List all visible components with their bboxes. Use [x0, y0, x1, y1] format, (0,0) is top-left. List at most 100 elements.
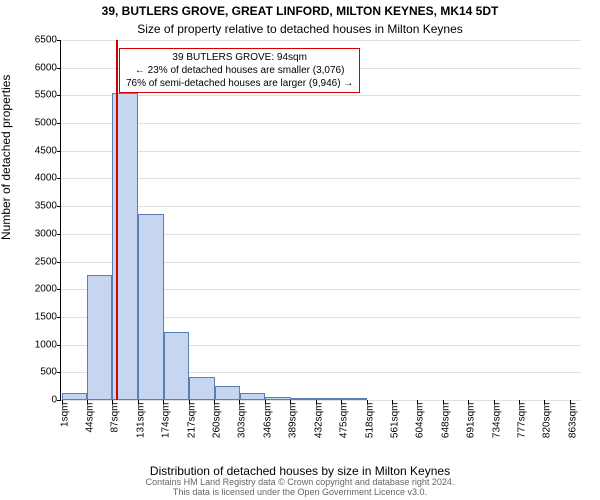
y-tick-mark: [57, 372, 61, 373]
gridline: [61, 206, 581, 207]
x-tick-label: 217sqm: [186, 403, 197, 439]
histogram-bar: [316, 398, 341, 400]
x-tick-label: 1sqm: [59, 403, 70, 427]
x-tick-label: 131sqm: [135, 403, 146, 439]
x-tick-mark: [214, 400, 215, 404]
y-tick-label: 5500: [23, 90, 57, 101]
annotation-line-1: 39 BUTLERS GROVE: 94sqm: [172, 52, 307, 63]
chart-title: 39, BUTLERS GROVE, GREAT LINFORD, MILTON…: [0, 4, 600, 18]
x-tick-mark: [87, 400, 88, 404]
property-annotation: 39 BUTLERS GROVE: 94sqm ← 23% of detached…: [119, 48, 360, 93]
property-size-figure: 39, BUTLERS GROVE, GREAT LINFORD, MILTON…: [0, 0, 600, 500]
y-tick-mark: [57, 178, 61, 179]
x-tick-mark: [392, 400, 393, 404]
histogram-bar: [265, 397, 290, 400]
y-tick-mark: [57, 123, 61, 124]
y-tick-mark: [57, 317, 61, 318]
x-tick-label: 87sqm: [110, 403, 121, 433]
histogram-bar: [164, 332, 189, 400]
x-tick-mark: [265, 400, 266, 404]
x-tick-mark: [290, 400, 291, 404]
x-tick-mark: [417, 400, 418, 404]
y-tick-label: 5000: [23, 118, 57, 129]
x-tick-mark: [544, 400, 545, 404]
y-tick-label: 3000: [23, 228, 57, 239]
y-tick-mark: [57, 400, 61, 401]
x-tick-label: 174sqm: [161, 403, 172, 439]
x-tick-mark: [367, 400, 368, 404]
footer-line-1: Contains HM Land Registry data © Crown c…: [146, 477, 455, 487]
x-tick-mark: [341, 400, 342, 404]
y-tick-mark: [57, 68, 61, 69]
x-tick-mark: [62, 400, 63, 404]
y-tick-label: 6500: [23, 35, 57, 46]
y-tick-label: 4500: [23, 145, 57, 156]
chart-subtitle: Size of property relative to detached ho…: [0, 22, 600, 36]
x-tick-label: 44sqm: [85, 403, 96, 433]
y-tick-mark: [57, 151, 61, 152]
x-tick-label: 260sqm: [212, 403, 223, 439]
y-tick-label: 2500: [23, 256, 57, 267]
x-tick-mark: [316, 400, 317, 404]
x-tick-label: 691sqm: [466, 403, 477, 439]
x-tick-label: 561sqm: [389, 403, 400, 439]
y-tick-label: 1000: [23, 339, 57, 350]
x-tick-label: 346sqm: [262, 403, 273, 439]
y-tick-mark: [57, 262, 61, 263]
gridline: [61, 95, 581, 96]
y-tick-mark: [57, 95, 61, 96]
footer-line-2: This data is licensed under the Open Gov…: [173, 487, 427, 497]
histogram-bar: [291, 398, 316, 400]
x-tick-label: 303sqm: [237, 403, 248, 439]
y-tick-label: 6000: [23, 62, 57, 73]
gridline: [61, 151, 581, 152]
x-tick-label: 518sqm: [364, 403, 375, 439]
x-tick-label: 648sqm: [440, 403, 451, 439]
x-tick-mark: [519, 400, 520, 404]
y-tick-mark: [57, 40, 61, 41]
histogram-bar: [138, 214, 163, 400]
x-tick-mark: [239, 400, 240, 404]
gridline: [61, 178, 581, 179]
y-tick-mark: [57, 234, 61, 235]
x-tick-label: 820sqm: [542, 403, 553, 439]
x-tick-mark: [468, 400, 469, 404]
histogram-bar: [342, 398, 367, 400]
histogram-bar: [189, 377, 214, 400]
x-tick-label: 475sqm: [339, 403, 350, 439]
x-tick-label: 734sqm: [491, 403, 502, 439]
property-marker-line: [116, 40, 118, 400]
x-tick-label: 777sqm: [516, 403, 527, 439]
y-tick-mark: [57, 289, 61, 290]
gridline: [61, 40, 581, 41]
x-tick-mark: [163, 400, 164, 404]
y-tick-label: 0: [23, 395, 57, 406]
x-tick-mark: [112, 400, 113, 404]
histogram-bar: [62, 393, 87, 400]
y-tick-mark: [57, 345, 61, 346]
annotation-line-2: ← 23% of detached houses are smaller (3,…: [135, 65, 345, 76]
gridline: [61, 123, 581, 124]
gridline: [61, 400, 581, 401]
footer-attribution: Contains HM Land Registry data © Crown c…: [0, 478, 600, 498]
x-tick-label: 604sqm: [415, 403, 426, 439]
x-tick-mark: [570, 400, 571, 404]
x-tick-mark: [443, 400, 444, 404]
y-tick-label: 4000: [23, 173, 57, 184]
x-tick-mark: [494, 400, 495, 404]
y-tick-label: 1500: [23, 311, 57, 322]
x-tick-label: 389sqm: [288, 403, 299, 439]
x-tick-label: 432sqm: [313, 403, 324, 439]
histogram-bar: [215, 386, 240, 400]
y-tick-mark: [57, 206, 61, 207]
y-tick-label: 3500: [23, 201, 57, 212]
histogram-bar: [240, 393, 265, 400]
plot-area: 0500100015002000250030003500400045005000…: [60, 40, 581, 401]
y-tick-label: 500: [23, 367, 57, 378]
annotation-line-3: 76% of semi-detached houses are larger (…: [126, 78, 353, 89]
x-tick-mark: [138, 400, 139, 404]
x-tick-mark: [189, 400, 190, 404]
y-tick-label: 2000: [23, 284, 57, 295]
x-axis-label: Distribution of detached houses by size …: [0, 464, 600, 478]
y-axis-label: Number of detached properties: [0, 75, 13, 240]
